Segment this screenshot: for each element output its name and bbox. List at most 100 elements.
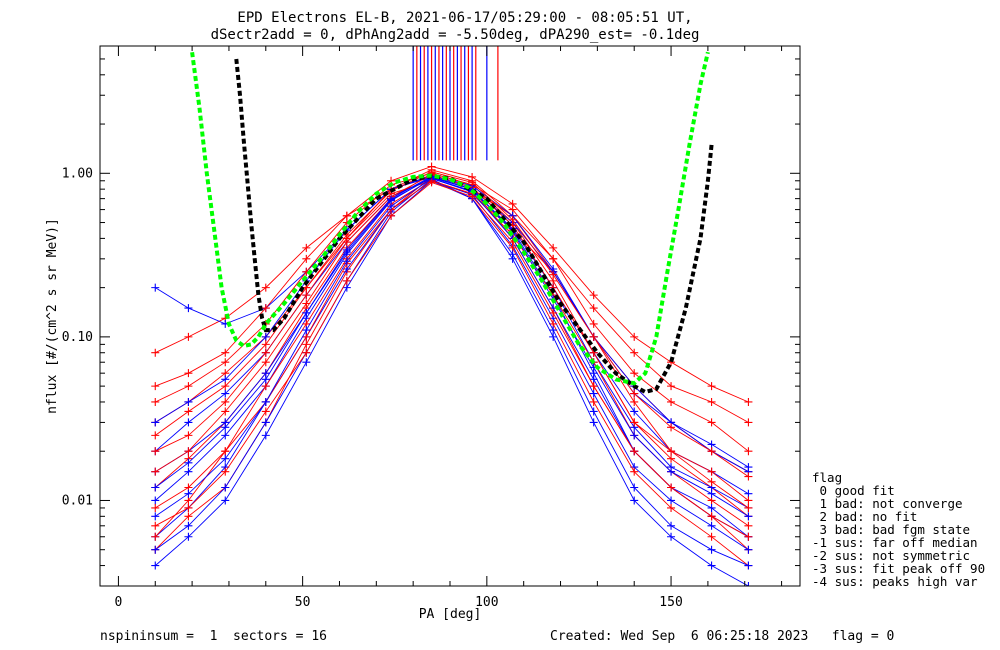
legend-item: -3 sus: fit peak off 90 — [812, 561, 985, 576]
red-series-line — [155, 181, 749, 538]
blue-data-point — [630, 431, 639, 440]
blue-data-point — [744, 561, 753, 570]
blue-data-point — [151, 545, 160, 554]
red-data-point — [221, 397, 230, 406]
red-data-point — [589, 332, 598, 341]
red-data-point — [184, 431, 193, 440]
red-data-point — [151, 382, 160, 391]
blue-series-line — [155, 177, 749, 517]
blue-data-point — [302, 326, 311, 335]
red-data-point — [151, 431, 160, 440]
blue-data-point — [630, 496, 639, 505]
red-data-point — [221, 382, 230, 391]
blue-data-point — [744, 582, 753, 586]
blue-series-line — [155, 178, 749, 567]
red-data-point — [630, 397, 639, 406]
red-data-point — [302, 243, 311, 252]
red-data-point — [342, 238, 351, 247]
red-series-line — [154, 178, 749, 566]
blue-data-point — [744, 545, 753, 554]
red-data-point — [221, 407, 230, 416]
footer-right: Created: Wed Sep 6 06:25:18 2023 flag = … — [550, 629, 894, 644]
red-data-point — [342, 276, 351, 285]
red-data-point — [342, 211, 351, 220]
blue-data-point — [184, 532, 193, 541]
legend-item: -1 sus: far off median — [812, 535, 978, 550]
blue-data-point — [387, 195, 396, 204]
red-data-point — [744, 472, 753, 481]
legend: flag 0 good fit 1 bad: not converge 2 ba… — [812, 470, 985, 589]
red-data-point — [221, 358, 230, 367]
blue-data-point — [589, 389, 598, 398]
red-data-point — [744, 397, 753, 406]
red-data-point — [221, 348, 230, 357]
blue-series-line — [155, 177, 749, 538]
red-data-point — [667, 423, 676, 432]
blue-data-point — [151, 483, 160, 492]
red-data-point — [151, 503, 160, 512]
blue-series-line — [155, 180, 749, 551]
blue-data-point — [261, 375, 270, 384]
red-data-point — [221, 447, 230, 456]
legend-item: 0 good fit — [812, 483, 895, 498]
y-tick-label: 1.00 — [62, 166, 93, 181]
chart-title-line2: dSectr2add = 0, dPhAng2add = -5.50deg, d… — [211, 27, 700, 43]
red-data-point — [151, 397, 160, 406]
red-series-line — [155, 176, 749, 423]
red-data-point — [508, 199, 517, 208]
blue-data-point — [630, 407, 639, 416]
blue-data-point — [151, 496, 160, 505]
red-data-point — [387, 211, 396, 220]
red-data-point — [427, 178, 436, 187]
blue-data-point — [184, 458, 193, 467]
red-data-point — [302, 291, 311, 300]
red-data-point — [302, 332, 311, 341]
red-data-point — [184, 512, 193, 521]
blue-data-point — [221, 423, 230, 432]
red-data-point — [151, 447, 160, 456]
blue-series-line — [155, 180, 749, 586]
blue-data-point — [707, 440, 716, 449]
red-data-point — [184, 447, 193, 456]
blue-data-point — [667, 532, 676, 541]
blue-data-point — [184, 418, 193, 427]
red-data-point — [221, 467, 230, 476]
legend-item: 3 bad: bad fgm state — [812, 522, 970, 537]
red-data-point — [589, 382, 598, 391]
red-data-point — [630, 418, 639, 427]
red-data-point — [744, 521, 753, 530]
y-tick-label: 0.10 — [62, 330, 93, 345]
red-data-point — [589, 304, 598, 313]
blue-data-point — [221, 375, 230, 384]
red-data-point — [302, 348, 311, 357]
blue-data-point — [151, 283, 160, 292]
red-data-point — [707, 532, 716, 541]
blue-data-point — [302, 308, 311, 317]
red-data-point — [589, 397, 598, 406]
blue-data-point — [744, 512, 753, 521]
blue-data-point — [707, 489, 716, 498]
red-data-point — [302, 299, 311, 308]
blue-data-point — [549, 332, 558, 341]
red-data-point — [184, 332, 193, 341]
red-data-point — [630, 447, 639, 456]
blue-data-point — [261, 332, 270, 341]
red-series-line — [155, 174, 749, 509]
legend-item: -2 sus: not symmetric — [812, 548, 970, 563]
blue-data-point — [707, 521, 716, 530]
blue-data-point — [549, 326, 558, 335]
blue-data-point — [184, 521, 193, 530]
blue-data-point — [667, 521, 676, 530]
red-data-point — [184, 503, 193, 512]
red-data-point — [468, 178, 477, 187]
red-data-point — [302, 340, 311, 349]
legend-item: 2 bad: no fit — [812, 509, 917, 524]
red-data-point — [707, 477, 716, 486]
red-series-line — [155, 180, 749, 527]
red-data-point — [508, 215, 517, 224]
red-data-point — [549, 254, 558, 263]
blue-data-point — [151, 418, 160, 427]
red-data-point — [630, 348, 639, 357]
red-data-point — [707, 397, 716, 406]
